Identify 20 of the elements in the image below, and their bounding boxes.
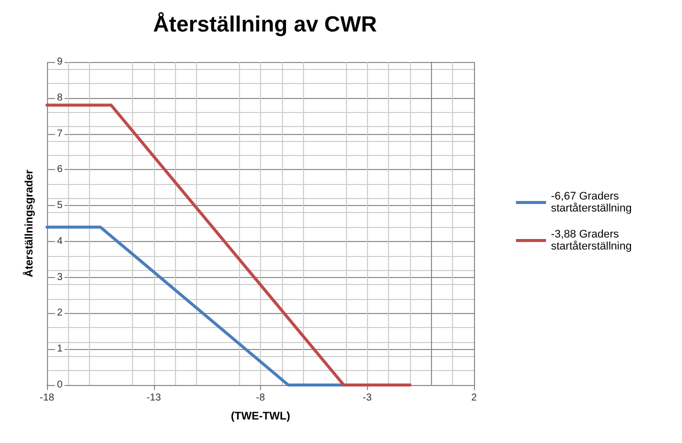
chart-title: Återställning av CWR bbox=[153, 12, 377, 36]
y-tick-label: 3 bbox=[57, 272, 63, 283]
x-tick-label: -18 bbox=[40, 392, 55, 404]
x-tick-label: -13 bbox=[146, 392, 162, 404]
x-tick-label: -3 bbox=[362, 392, 372, 404]
y-tick-label: 4 bbox=[57, 236, 63, 247]
x-tick-label: -8 bbox=[256, 392, 266, 404]
x-tick-label: 2 bbox=[471, 392, 478, 404]
legend-label: -3,88 Graders startåterställning bbox=[551, 228, 632, 252]
x-axis-title: (TWE-TWL) bbox=[230, 410, 290, 422]
y-axis-title: Återställningsgrader bbox=[22, 168, 36, 278]
legend-label: -6,67 Graders startåterställning bbox=[551, 190, 632, 214]
y-tick-label: 1 bbox=[57, 344, 63, 355]
y-tick-label: 2 bbox=[57, 308, 63, 319]
y-tick-label: 8 bbox=[57, 92, 63, 104]
y-tick-label: 0 bbox=[57, 380, 63, 390]
y-tick-label: 7 bbox=[57, 128, 63, 140]
y-tick-label: 9 bbox=[57, 56, 63, 68]
y-tick-label: 5 bbox=[57, 200, 63, 212]
y-tick-label: 6 bbox=[57, 164, 63, 176]
